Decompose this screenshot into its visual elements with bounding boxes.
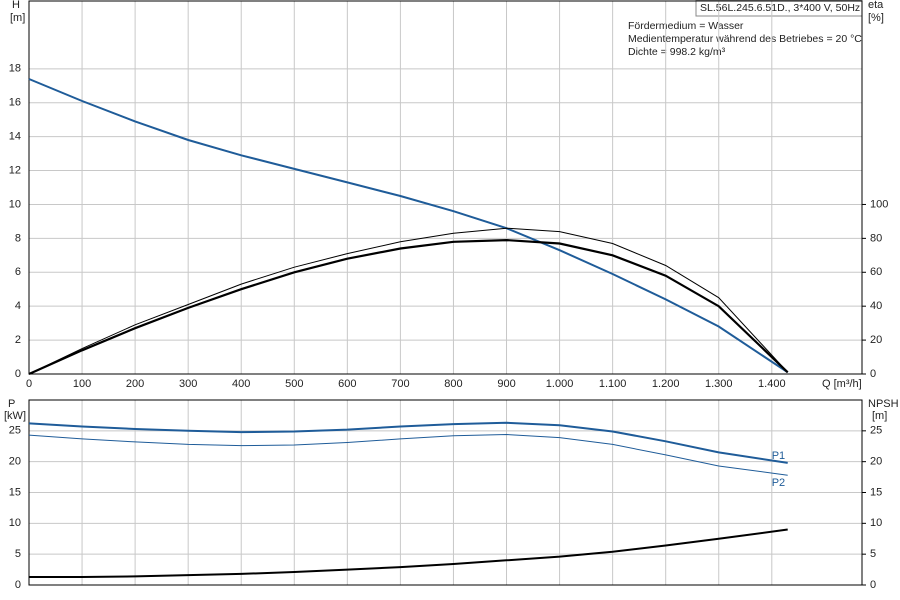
annotation: Dichte = 998.2 kg/m³	[628, 46, 726, 58]
x-tick-label: 700	[391, 378, 409, 390]
x-tick-label: 0	[26, 378, 32, 390]
y-label: H	[12, 0, 20, 11]
y-tick-label: 2	[15, 334, 21, 346]
x-tick-label: 1.200	[652, 378, 680, 390]
y2-tick-label: 15	[870, 486, 882, 498]
y2-tick-label: 10	[870, 517, 882, 529]
x-tick-label: 1.400	[758, 378, 786, 390]
curve	[28, 227, 789, 375]
annotation: Medientemperatur während des Betriebes =…	[628, 33, 862, 45]
series-label: P1	[772, 450, 785, 462]
x-tick-label: 400	[232, 378, 250, 390]
x-tick-label: 1.300	[705, 378, 733, 390]
y-tick-label: 14	[9, 131, 21, 143]
plot-frame	[28, 0, 863, 375]
series-label: P2	[772, 477, 785, 489]
y2-tick-label: 5	[870, 548, 876, 560]
curve	[28, 421, 788, 464]
y2-tick-label: 20	[870, 334, 882, 346]
y-tick-label: 8	[15, 232, 21, 244]
y2-label: NPSH	[868, 398, 899, 410]
y-tick-label: 6	[15, 266, 21, 278]
y-tick-label: 20	[9, 456, 21, 468]
plot-frame	[28, 399, 863, 586]
y2-label: eta	[868, 0, 884, 11]
x-tick-label: 800	[444, 378, 462, 390]
y-tick-label: 0	[15, 579, 21, 591]
x-tick-label: 1.000	[546, 378, 574, 390]
x-tick-label: 500	[285, 378, 303, 390]
x-tick-label: 1.100	[599, 378, 627, 390]
curve	[29, 528, 788, 578]
annotation: Fördermedium = Wasser	[628, 20, 744, 32]
y-tick-label: 12	[9, 164, 21, 176]
y2-tick-label: 60	[870, 266, 882, 278]
y2-tick-label: 0	[870, 368, 876, 380]
x-tick-label: 100	[73, 378, 91, 390]
y2-tick-label: 20	[870, 456, 882, 468]
x-tick-label: 200	[126, 378, 144, 390]
y-tick-label: 25	[9, 425, 21, 437]
x-tick-label: 600	[338, 378, 356, 390]
curve	[28, 433, 788, 476]
y2-tick-label: 40	[870, 300, 882, 312]
y-unit: [m]	[10, 12, 25, 24]
y-tick-label: 0	[15, 368, 21, 380]
x-label: Q [m³/h]	[822, 378, 862, 390]
y-tick-label: 15	[9, 486, 21, 498]
y-label: P	[8, 398, 15, 410]
model: SL.56L.245.6.51D., 3*400 V, 50Hz	[700, 2, 860, 14]
y2-tick-label: 80	[870, 232, 882, 244]
x-tick-label: 300	[179, 378, 197, 390]
y-unit: [kW]	[4, 410, 26, 422]
y-tick-label: 5	[15, 548, 21, 560]
y2-unit: [m]	[872, 410, 887, 422]
y-tick-label: 10	[9, 198, 21, 210]
y2-tick-label: 0	[870, 579, 876, 591]
y-tick-label: 4	[15, 300, 21, 312]
y-tick-label: 10	[9, 517, 21, 529]
y2-tick-label: 25	[870, 425, 882, 437]
x-tick-label: 900	[497, 378, 515, 390]
y2-unit: [%]	[868, 12, 884, 24]
curve	[28, 78, 789, 374]
curve	[28, 238, 789, 376]
y-tick-label: 16	[9, 97, 21, 109]
y2-tick-label: 100	[870, 198, 888, 210]
y-tick-label: 18	[9, 63, 21, 75]
